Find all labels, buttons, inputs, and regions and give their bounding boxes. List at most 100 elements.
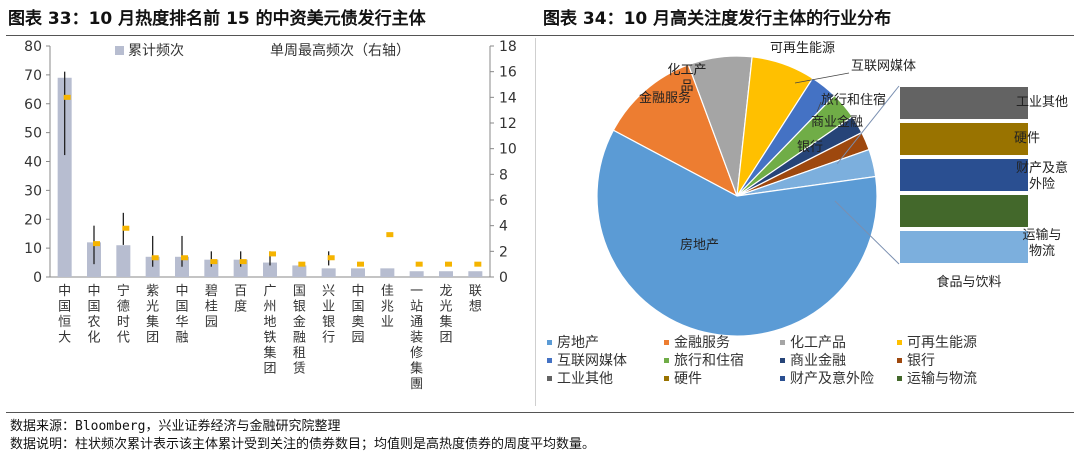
slice-label: 可再生能源 [770, 41, 835, 56]
bar [175, 256, 189, 277]
category-label: 佳兆业 [381, 284, 394, 330]
detail-bar-segment [898, 85, 1030, 121]
category-label: 中国农化 [87, 284, 100, 346]
legend-swatch [664, 340, 669, 345]
weekly-max-marker [415, 261, 423, 267]
bar [116, 245, 131, 277]
legend-label: 财产及意外险 [790, 370, 874, 387]
bar [468, 271, 483, 277]
source-note: 数据来源：Bloomberg，兴业证券经济与金融研究院整理 [10, 419, 341, 434]
right-tick-label: 10 [499, 142, 517, 158]
right-tick-label: 2 [499, 244, 508, 260]
weekly-max-marker [269, 251, 276, 257]
weekly-max-marker [210, 259, 218, 265]
pie-slice [612, 63, 739, 198]
legend-swatch [547, 376, 552, 381]
weekly-max-marker [474, 261, 482, 267]
right-tick-label: 8 [499, 167, 508, 183]
category-label: 百度 [234, 284, 247, 315]
weekly-max-marker [151, 255, 159, 261]
left-tick-label: 70 [24, 68, 42, 84]
title-rule [6, 35, 1074, 36]
detail-bar-segment [898, 157, 1030, 193]
legend-label: 金融服务 [674, 335, 730, 351]
legend-label: 运输与物流 [907, 371, 977, 387]
bar [351, 268, 365, 277]
slice-label: 化工产 [667, 63, 706, 78]
left-tick-label: 50 [24, 126, 42, 142]
detail-bar-segment [898, 193, 1030, 229]
legend-swatch [664, 376, 669, 381]
bar [263, 262, 277, 277]
left-tick-label: 40 [24, 155, 42, 171]
legend-swatch [897, 376, 902, 381]
right-tick-label: 16 [499, 65, 517, 81]
category-label: 龙光集团 [439, 284, 452, 346]
weekly-max-marker [298, 261, 306, 267]
slice-label: 旅行和住宿 [821, 92, 886, 108]
slice-label: 商业金融 [811, 114, 863, 130]
connector-line [836, 85, 900, 165]
bar [292, 265, 307, 277]
weekly-max-marker [63, 94, 71, 100]
legend-bar-label: 累计频次 [128, 43, 184, 59]
left-tick-label: 0 [33, 270, 42, 286]
category-label: 中国奥园 [351, 284, 364, 346]
category-label: 国银金融租赁 [293, 284, 306, 377]
slice-label: 互联网媒体 [851, 59, 916, 74]
right-chart-title: 图表 34：10 月高关注度发行主体的行业分布 [543, 9, 892, 29]
legend-swatch [547, 340, 552, 345]
legend-label: 工业其他 [557, 371, 613, 387]
detail-label: 运输与 [1022, 227, 1061, 243]
legend-label: 化工产品 [790, 335, 846, 351]
right-tick-label: 0 [499, 270, 508, 286]
legend-label: 硬件 [674, 371, 702, 387]
right-tick-label: 18 [499, 39, 517, 55]
leader-line [816, 101, 822, 113]
legend-swatch [897, 340, 902, 345]
detail-label: 工业其他 [1016, 95, 1068, 110]
legend-label: 互联网媒体 [557, 353, 627, 369]
legend-swatch [780, 340, 785, 345]
left-tick-label: 30 [24, 183, 42, 199]
legend-label: 房地产 [557, 335, 599, 351]
detail-label: 硬件 [1014, 131, 1040, 146]
category-label: 碧桂园 [205, 284, 218, 330]
weekly-max-marker [239, 259, 247, 265]
category-label: 一站通装修集團 [410, 284, 423, 392]
left-chart-title: 图表 33：10 月热度排名前 15 的中资美元债发行主体 [8, 9, 426, 29]
bar [57, 77, 72, 277]
weekly-max-marker [181, 255, 188, 261]
left-tick-label: 10 [24, 241, 42, 257]
detail-bar-segment [898, 121, 1030, 157]
right-tick-label: 14 [499, 90, 517, 106]
legend-swatch [780, 376, 785, 381]
detail-label: 外险 [1029, 177, 1055, 192]
weekly-max-marker [386, 232, 394, 238]
left-tick-label: 60 [24, 97, 42, 113]
slice-label: 品 [680, 79, 693, 94]
detail-bar-segment [898, 229, 1030, 265]
bar [439, 271, 453, 277]
pie-chart: 金融服务化工产品可再生能源互联网媒体旅行和住宿商业金融银行房地产工业其他硬件财产… [547, 41, 1068, 387]
slice-label: 银行 [797, 140, 823, 155]
detail-label: 物流 [1029, 244, 1055, 259]
weekly-max-marker [122, 225, 130, 231]
legend-label: 银行 [907, 353, 935, 369]
weekly-max-marker [357, 261, 364, 267]
pie-slice [596, 129, 878, 337]
category-label: 中国华融 [175, 284, 188, 346]
detail-label: 财产及意 [1016, 160, 1068, 176]
weekly-max-marker [327, 255, 335, 261]
category-label: 广州地铁集团 [263, 284, 276, 377]
slice-label: 房地产 [680, 237, 719, 253]
left-tick-label: 80 [24, 39, 42, 55]
data-note: 数据说明：柱状频次累计表示该主体累计受到关注的债券数目；均值则是高热度债券的周度… [10, 437, 596, 452]
right-tick-label: 4 [499, 219, 508, 235]
legend-label: 旅行和住宿 [674, 352, 744, 369]
weekly-max-marker [93, 241, 100, 247]
legend-bar-swatch [115, 46, 124, 55]
detail-label: 食品与饮料 [936, 274, 1001, 290]
leader-line [794, 72, 850, 84]
category-label: 中国恒大 [58, 284, 71, 346]
